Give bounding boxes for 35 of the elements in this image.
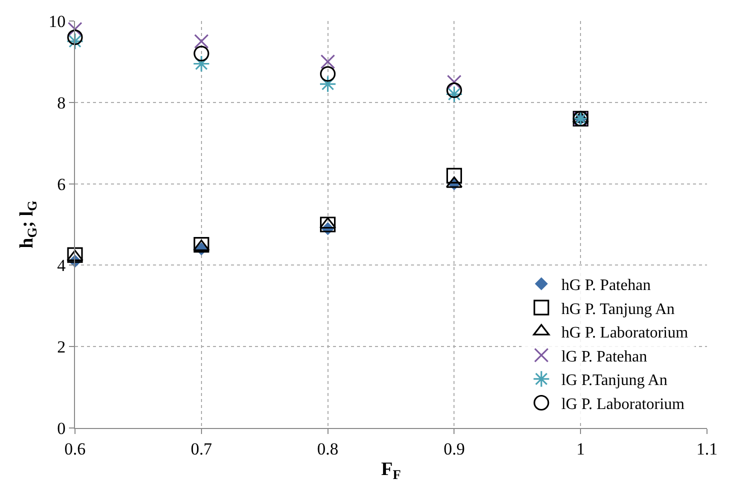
point [320, 54, 336, 69]
point [446, 86, 463, 103]
x-tick-label: 0.8 [317, 439, 338, 458]
x-tick-label: 0.9 [444, 439, 465, 458]
y-tick-label: 2 [57, 338, 66, 357]
legend-label: lG P. Patehan [561, 348, 648, 366]
point [194, 46, 210, 62]
point [192, 55, 210, 72]
point [67, 247, 83, 263]
x-tick-label: 1.1 [696, 439, 718, 458]
legend-label: lG P. Laboratorium [561, 396, 686, 413]
point [194, 34, 209, 49]
legend-label: hG P. Tanjung An [561, 300, 675, 318]
point [66, 32, 84, 50]
x-axis-title: F$_{F}$ [381, 459, 401, 482]
y-tick-label: 8 [57, 93, 66, 112]
legend-label: lG P.Tanjung An [561, 372, 668, 390]
point [320, 216, 336, 232]
x-tick-label: 0.6 [64, 439, 86, 458]
point [446, 82, 462, 98]
point [68, 22, 82, 36]
point [319, 75, 336, 93]
y-tick-label: 6 [57, 174, 66, 194]
legend-label: hG P. Patehan [561, 277, 651, 294]
y-tick-label: 4 [57, 256, 66, 276]
point [67, 29, 83, 46]
point [320, 66, 336, 82]
point [446, 74, 462, 90]
point [446, 168, 462, 184]
point [66, 250, 84, 262]
x-tick-label: 1 [576, 439, 585, 458]
x-tick-label: 0.7 [190, 439, 213, 458]
legend-label: hG P. Laboratorium [561, 324, 689, 342]
y-tick-label: 10 [48, 12, 66, 31]
y-tick-label: 0 [57, 418, 66, 438]
